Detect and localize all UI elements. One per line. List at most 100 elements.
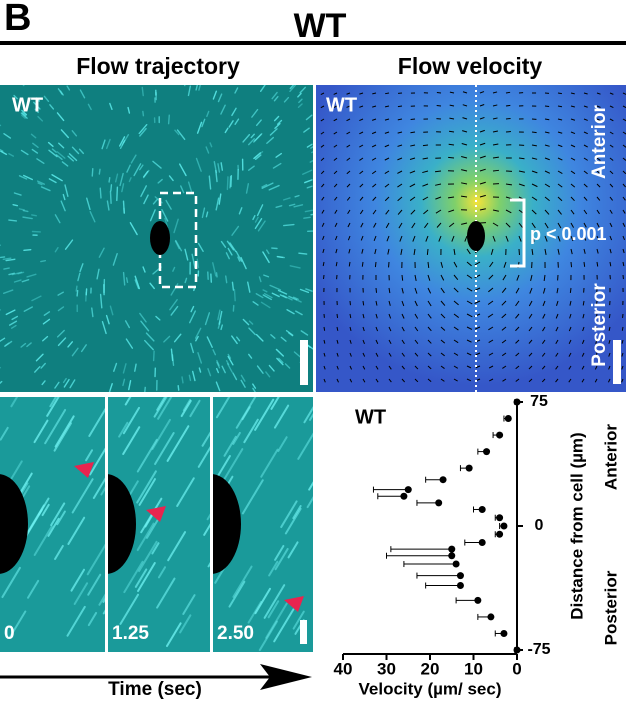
side-label: Anterior	[601, 424, 620, 491]
panel-label: B	[4, 0, 31, 39]
streak	[299, 253, 307, 254]
arrow	[423, 145, 428, 146]
frame-time: 0	[4, 623, 15, 644]
point	[500, 523, 507, 530]
point	[487, 613, 494, 620]
streak	[277, 257, 282, 258]
point	[483, 448, 490, 455]
streak	[304, 217, 310, 218]
arrow	[363, 301, 364, 305]
frame-time: 2.50	[217, 623, 254, 644]
streak	[178, 386, 179, 390]
cell	[467, 221, 485, 251]
x-tick-label: 10	[464, 659, 483, 678]
cell	[150, 221, 170, 255]
arrow	[375, 262, 376, 267]
streak	[182, 377, 183, 383]
stat-label: p < 0.001	[530, 224, 607, 244]
side-label: Anterior	[589, 104, 610, 179]
arrow	[571, 262, 572, 267]
point	[496, 531, 503, 538]
arrow	[532, 132, 537, 133]
y-tick-label: -75	[527, 641, 550, 658]
streak	[234, 290, 235, 301]
streak	[110, 191, 111, 203]
point	[479, 539, 486, 546]
image-label: WT	[326, 94, 357, 116]
arrow	[437, 92, 441, 93]
point	[496, 514, 503, 521]
scale-bar	[300, 340, 308, 385]
chart-label: WT	[355, 406, 386, 428]
point	[496, 432, 503, 439]
panel-header: Flow trajectory	[76, 53, 240, 79]
timelapse: 0 1.25 2.50	[0, 375, 329, 652]
image-label: WT	[12, 94, 43, 116]
arrow	[506, 118, 511, 119]
frame-time: 1.25	[112, 623, 149, 644]
point	[435, 499, 442, 506]
arrow	[449, 144, 454, 145]
streak	[226, 276, 227, 283]
x-tick-label: 40	[334, 659, 353, 678]
streak	[76, 286, 77, 291]
streak	[127, 278, 128, 282]
streak	[9, 220, 16, 221]
arrow	[427, 249, 428, 255]
arrow	[622, 327, 623, 331]
title-rule	[0, 41, 626, 45]
page: {"panel_label": "B", "title": "WT", "pan…	[0, 0, 626, 704]
side-label: Posterior	[589, 283, 610, 367]
point	[514, 399, 521, 406]
point	[466, 465, 473, 472]
streak	[143, 111, 144, 115]
arrow	[376, 288, 377, 293]
streak	[117, 187, 118, 200]
arrow	[385, 93, 389, 94]
streak	[145, 387, 146, 394]
arrow	[570, 288, 571, 293]
scale-bar	[300, 620, 307, 644]
streak	[169, 115, 170, 124]
y-tick-label: 75	[530, 393, 548, 410]
arrow	[362, 262, 363, 267]
point	[400, 493, 407, 500]
arrow	[506, 105, 510, 106]
axis-label: Time (sec)	[108, 679, 202, 700]
streak	[109, 178, 110, 182]
arrow	[545, 119, 549, 120]
point	[440, 476, 447, 483]
arrow	[597, 262, 598, 267]
scale-bar	[613, 340, 621, 384]
streak	[111, 185, 112, 191]
point	[448, 546, 455, 553]
point	[453, 561, 460, 568]
y-axis-label: Distance from cell (µm)	[567, 432, 586, 619]
streak	[13, 205, 17, 206]
x-tick-label: 20	[421, 659, 440, 678]
point	[500, 630, 507, 637]
streak	[77, 291, 78, 296]
arrow	[558, 93, 562, 94]
point	[474, 597, 481, 604]
point	[505, 415, 512, 422]
frame	[0, 375, 116, 652]
streak	[142, 87, 143, 95]
arrow	[584, 262, 585, 267]
y-tick-label: 0	[535, 517, 544, 534]
streak	[19, 80, 23, 85]
arrow	[402, 275, 403, 281]
arrow	[506, 92, 510, 93]
point	[457, 572, 464, 579]
panel-header: Flow velocity	[398, 53, 543, 79]
x-axis-label: Velocity (µm/ sec)	[358, 679, 501, 698]
streak	[23, 211, 27, 212]
streak	[19, 209, 24, 210]
x-tick-label: 30	[377, 659, 396, 678]
side-label: Posterior	[601, 570, 620, 645]
streak	[100, 188, 101, 198]
x-tick-label: 0	[512, 659, 521, 678]
streak	[92, 169, 93, 176]
figure-title: WT	[294, 7, 347, 45]
figure: B WT Flow trajectory Flow velocity WT p …	[0, 0, 626, 704]
